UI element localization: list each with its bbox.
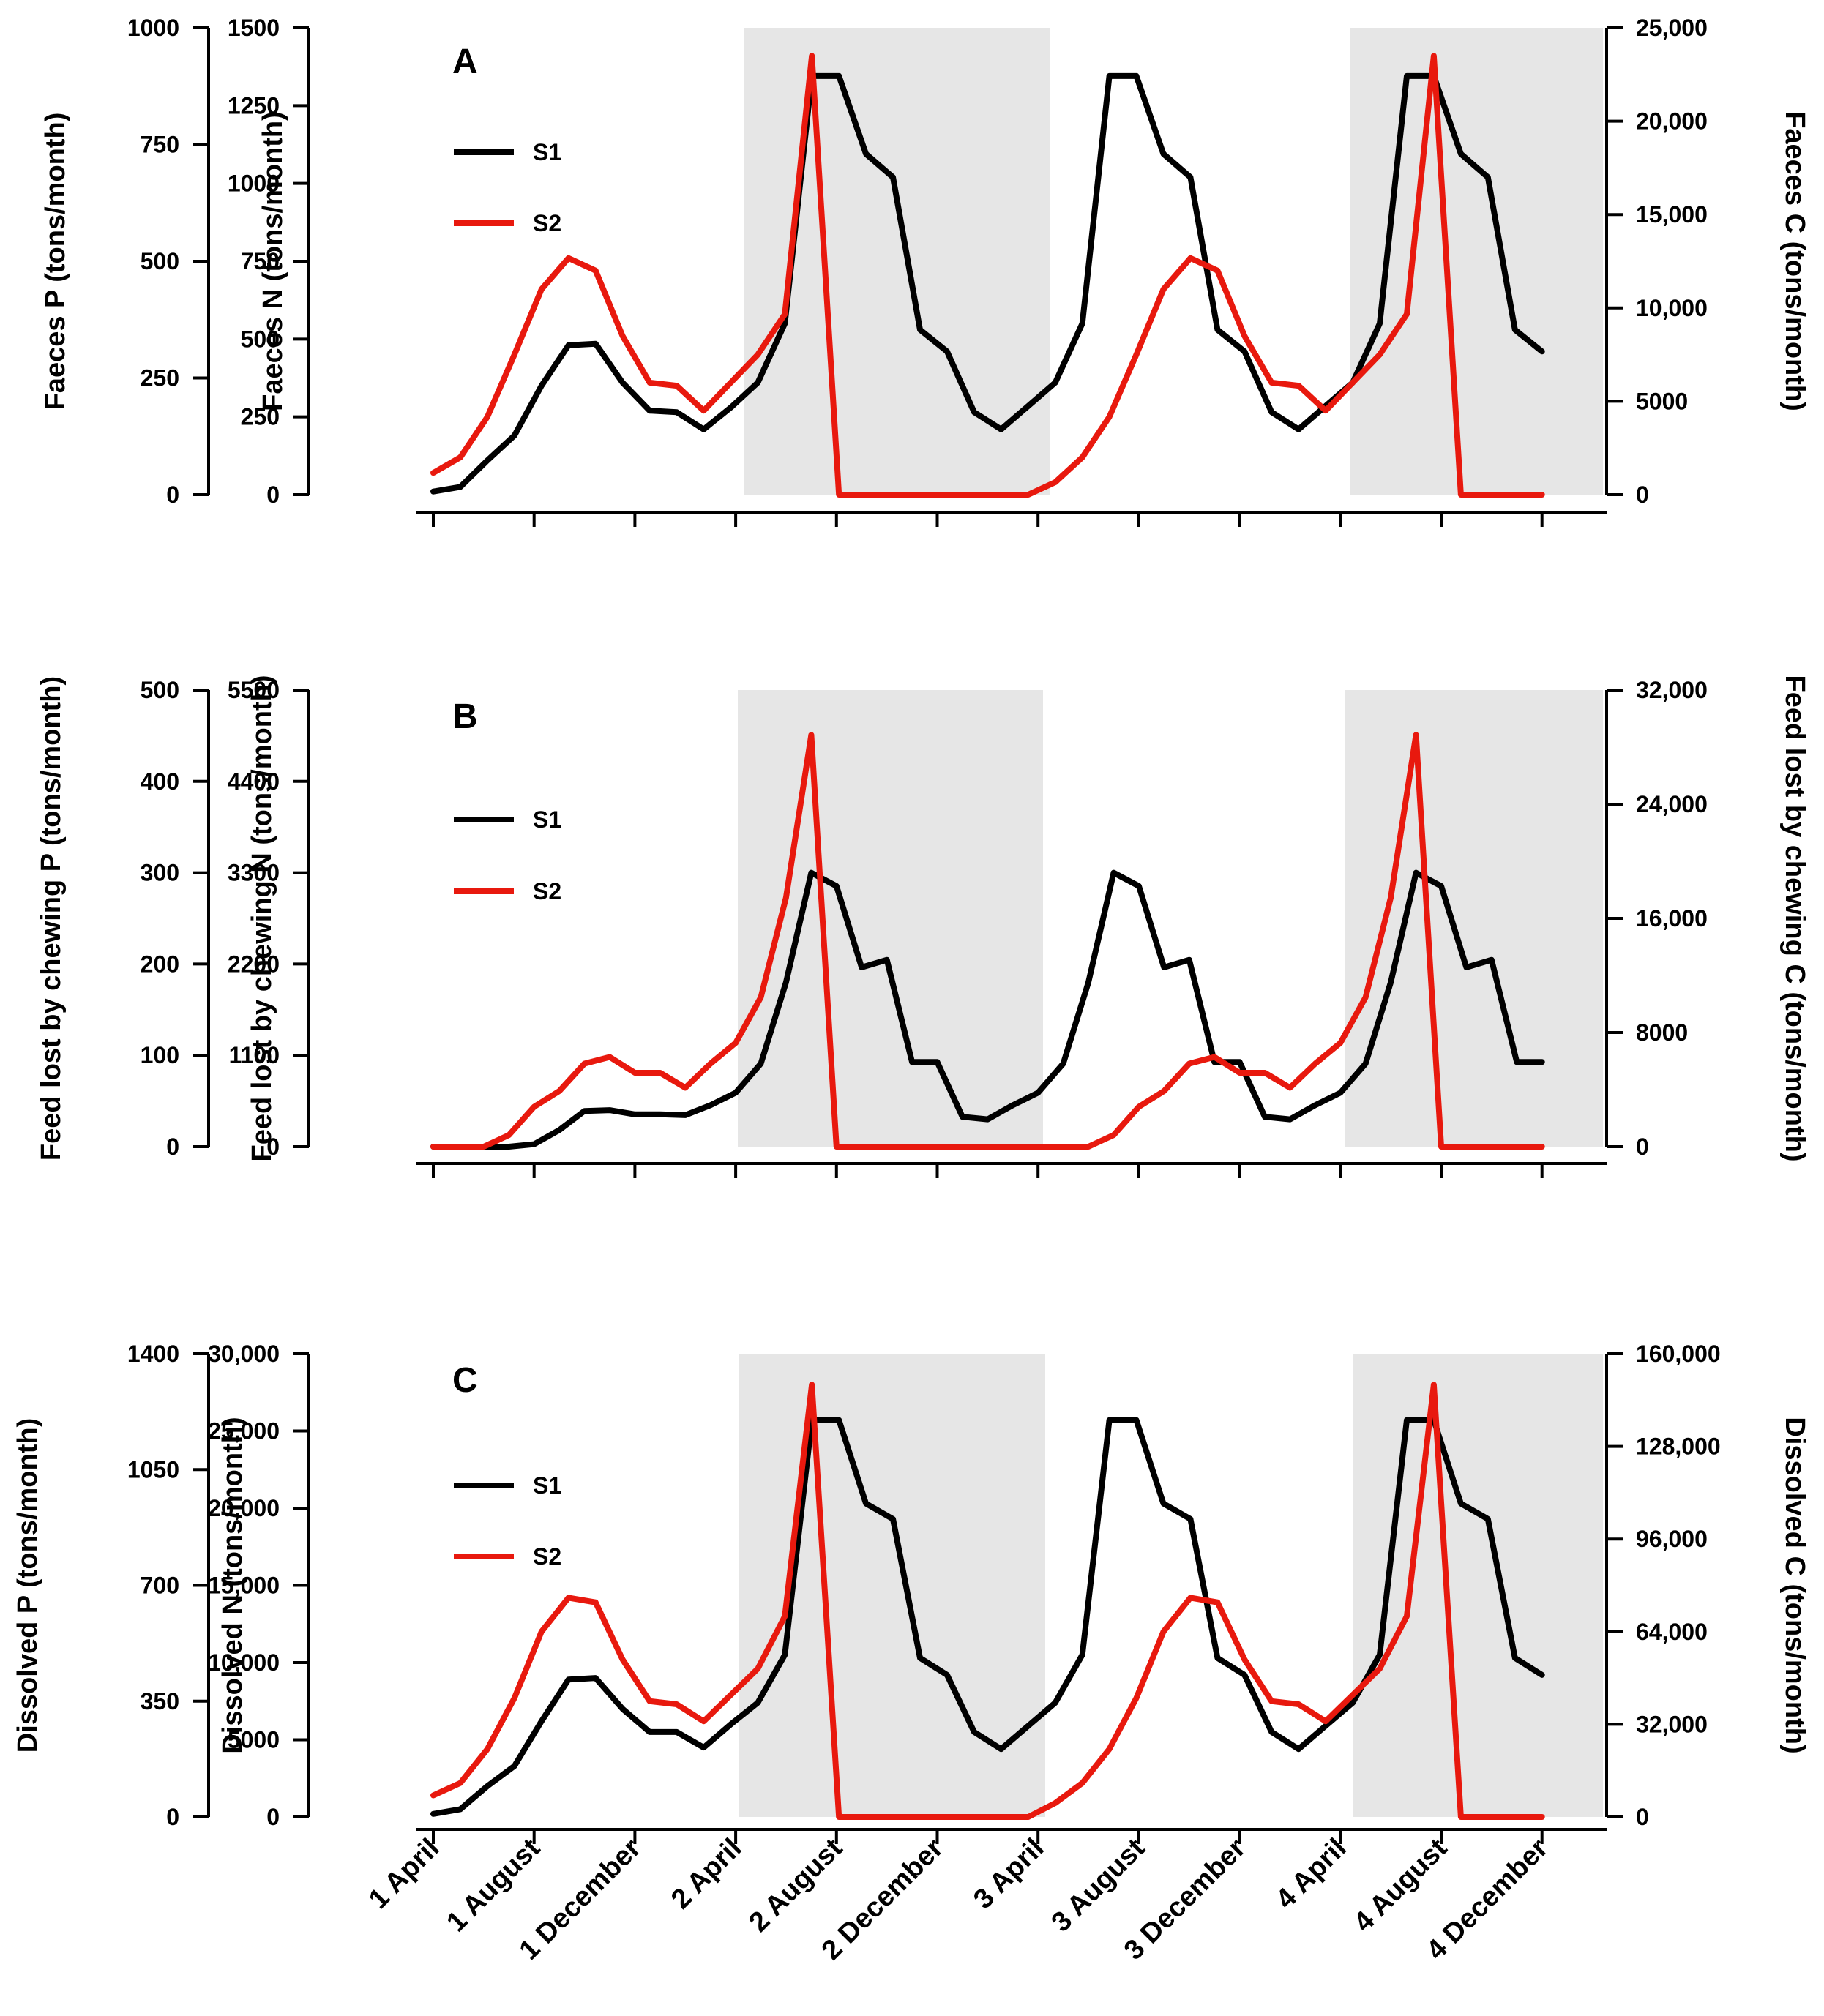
legend-label-s1: S1 — [533, 806, 561, 833]
legend-label-s2: S2 — [533, 878, 561, 904]
right-axis-title: Feed lost by chewing C (tons/month) — [1779, 675, 1810, 1162]
left-inner-axis-title: Feed lost by chewing N (tons/month) — [247, 675, 277, 1162]
right-axis-tick-label: 25,000 — [1636, 15, 1708, 41]
x-axis-tick-label: 2 August — [744, 1832, 849, 1938]
legend-label-s2: S2 — [533, 1543, 561, 1570]
left-outer-axis-tick-label: 350 — [141, 1688, 179, 1715]
left-outer-axis-tick-label: 250 — [141, 365, 179, 391]
right-axis-tick-label: 128,000 — [1636, 1434, 1721, 1460]
left-inner-axis-tick-label: 4400 — [228, 768, 280, 795]
left-outer-axis-tick-label: 300 — [141, 860, 179, 886]
panel-b: 0 100 200 300 400 500 0 1100 2200 3300 4400 5500 0 80… — [36, 675, 1810, 1178]
left-inner-axis-tick-label: 20,000 — [208, 1495, 280, 1521]
right-axis-tick-label: 10,000 — [1636, 295, 1708, 321]
left-outer-axis-tick-label: 1050 — [127, 1456, 179, 1483]
left-outer-axis-tick-label: 1000 — [127, 15, 179, 41]
left-inner-axis-tick-label: 750 — [241, 248, 280, 274]
left-inner-axis-tick-label: 250 — [241, 404, 280, 430]
left-inner-axis-tick-label: 1000 — [228, 171, 280, 197]
series-line-s1 — [430, 869, 1545, 1150]
right-axis-tick-label: 96,000 — [1636, 1526, 1708, 1552]
left-outer-axis-tick-label: 100 — [141, 1042, 179, 1068]
x-axis-tick-label: 4 April — [1270, 1833, 1352, 1915]
x-axis-tick-label: 1 April — [363, 1833, 445, 1915]
left-inner-axis-tick-label: 15,000 — [208, 1573, 280, 1599]
left-inner-axis-tick-label: 0 — [266, 1133, 280, 1160]
right-axis-tick-label: 15,000 — [1636, 201, 1708, 228]
x-axis-tick-label: 1 August — [441, 1832, 546, 1938]
right-axis-tick-label: 32,000 — [1636, 1711, 1708, 1737]
left-outer-axis-tick-label: 0 — [166, 1804, 179, 1830]
shaded-period — [1350, 28, 1603, 495]
panel-letter: C — [452, 1361, 478, 1400]
right-axis-tick-label: 20,000 — [1636, 108, 1708, 135]
x-axis-tick-label: 3 August — [1046, 1832, 1151, 1938]
series-line-s1 — [430, 1417, 1545, 1817]
legend-label-s1: S1 — [533, 139, 561, 165]
right-axis-tick-label: 0 — [1636, 481, 1649, 508]
right-axis-tick-label: 5000 — [1636, 388, 1688, 414]
shaded-period — [738, 690, 1043, 1147]
x-axis-tick-label: 3 April — [968, 1833, 1050, 1915]
right-axis-tick-label: 0 — [1636, 1133, 1649, 1160]
left-outer-axis-title: Faeces P (tons/month) — [40, 113, 71, 411]
left-outer-axis-tick-label: 750 — [141, 132, 179, 158]
shaded-period — [744, 28, 1050, 495]
left-outer-axis-tick-label: 0 — [166, 481, 179, 508]
left-inner-axis-tick-label: 5500 — [228, 677, 280, 703]
left-inner-axis-title: Dissolved N (tons/month) — [217, 1417, 248, 1753]
series-line-s2 — [430, 732, 1545, 1150]
left-outer-axis-tick-label: 400 — [141, 768, 179, 795]
right-axis-tick-label: 24,000 — [1636, 791, 1708, 817]
right-axis-tick-label: 0 — [1636, 1804, 1649, 1830]
series-line-s2 — [430, 53, 1545, 498]
legend-label-s2: S2 — [533, 210, 561, 236]
panel-letter: B — [452, 697, 478, 736]
shaded-period — [1353, 1354, 1603, 1817]
left-inner-axis-tick-label: 10,000 — [208, 1649, 280, 1676]
left-inner-axis-title: Faeces N (tons/month) — [258, 111, 288, 411]
right-axis-title: Faeces C (tons/month) — [1779, 111, 1810, 411]
left-outer-axis-title: Feed lost by chewing P (tons/month) — [36, 676, 67, 1161]
right-axis-tick-label: 32,000 — [1636, 677, 1708, 703]
right-axis-tick-label: 64,000 — [1636, 1619, 1708, 1645]
left-inner-axis-tick-label: 0 — [266, 481, 280, 508]
left-inner-axis-tick-label: 5000 — [228, 1727, 280, 1753]
right-axis-tick-label: 8000 — [1636, 1019, 1688, 1046]
panel-a: 0 250 500 750 1000 0 250 500 750 1000 1250 1500 0 500… — [40, 15, 1810, 527]
panel-letter: A — [452, 42, 478, 81]
left-inner-axis-tick-label: 500 — [241, 326, 280, 352]
legend-label-s1: S1 — [533, 1472, 561, 1499]
left-outer-axis-title: Dissolved P (tons/month) — [12, 1418, 43, 1753]
series-line-s2 — [430, 1382, 1545, 1820]
left-inner-axis-tick-label: 1100 — [229, 1042, 280, 1068]
left-inner-axis-tick-label: 3300 — [228, 860, 280, 886]
left-outer-axis-tick-label: 1400 — [127, 1341, 179, 1367]
x-axis-tick-label: 4 August — [1348, 1832, 1454, 1938]
right-axis-title: Dissolved C (tons/month) — [1779, 1417, 1810, 1753]
left-outer-axis-tick-label: 500 — [141, 248, 179, 274]
left-inner-axis-tick-label: 25,000 — [208, 1418, 280, 1444]
left-outer-axis-tick-label: 0 — [166, 1133, 179, 1160]
left-inner-axis-tick-label: 1500 — [228, 15, 280, 41]
left-inner-axis-tick-label: 2200 — [228, 951, 280, 977]
left-inner-axis-tick-label: 0 — [266, 1804, 280, 1830]
x-axis-tick-label: 2 April — [665, 1833, 747, 1915]
left-outer-axis-tick-label: 200 — [141, 951, 179, 977]
series-line-s1 — [430, 72, 1545, 495]
left-inner-axis-tick-label: 1250 — [228, 92, 280, 119]
panel-c: 0 350 700 1050 1400 0 5000 10,000 15,000 20,000 25… — [12, 1341, 1810, 1844]
left-inner-axis-tick-label: 30,000 — [208, 1341, 280, 1367]
right-axis-tick-label: 160,000 — [1636, 1341, 1721, 1367]
left-outer-axis-tick-label: 700 — [141, 1573, 179, 1599]
left-outer-axis-tick-label: 500 — [141, 677, 179, 703]
right-axis-tick-label: 16,000 — [1636, 905, 1708, 932]
